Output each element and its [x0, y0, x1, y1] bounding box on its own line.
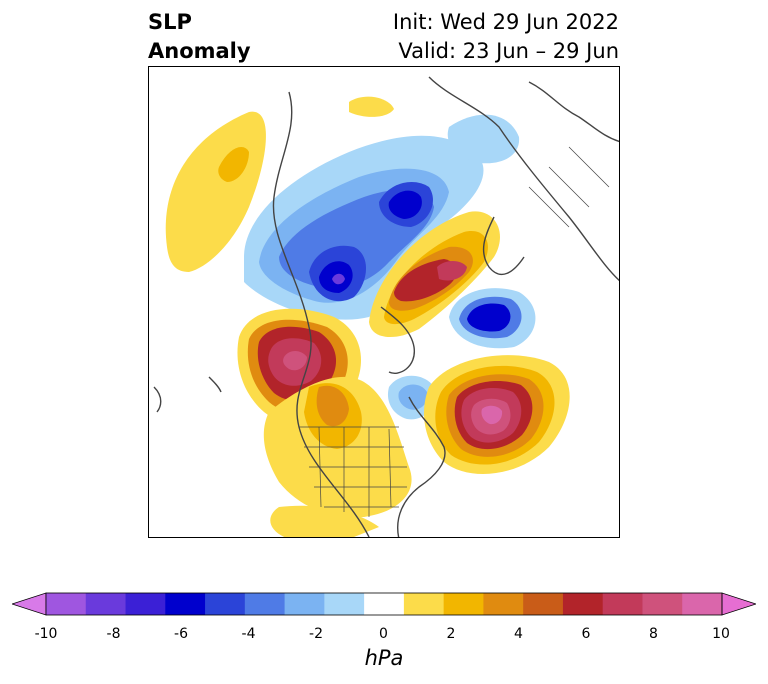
colorbar-segment [562, 593, 604, 615]
colorbar-segment [244, 593, 286, 615]
colorbar-unit-label: hPa [364, 646, 404, 670]
colorbar-segment [364, 593, 405, 615]
title-line2: Anomaly [148, 39, 251, 63]
anomaly-europe-negative [449, 288, 536, 349]
colorbar-segment [483, 593, 524, 615]
anomaly-central-positive [369, 211, 500, 338]
anomaly-arctic-negative [244, 135, 484, 320]
valid-range: Valid: 23 Jun – 29 Jun [398, 39, 619, 63]
colorbar-tick: 0 [379, 626, 388, 642]
anomaly-small-positive [349, 96, 394, 117]
colorbar-tick: 2 [446, 626, 456, 642]
colorbar [12, 592, 756, 616]
colorbar-segment [85, 593, 127, 615]
colorbar-segment [642, 593, 683, 615]
colorbar-tick: 6 [581, 626, 591, 642]
colorbar-tick: -8 [106, 626, 121, 642]
colorbar-segment [403, 593, 445, 615]
map-panel [148, 66, 620, 538]
colorbar-tick: -10 [34, 626, 58, 642]
init-date: Init: Wed 29 Jun 2022 [392, 10, 619, 34]
colorbar-segment [682, 593, 723, 615]
colorbar-segment [324, 593, 365, 615]
colorbar-segment [602, 593, 643, 615]
colorbar-segment [165, 593, 206, 615]
colorbar-extend-min [12, 592, 47, 616]
anomaly-atlantic-positive [424, 355, 570, 474]
colorbar-tick: 10 [712, 626, 730, 642]
colorbar-tick: -2 [309, 626, 323, 642]
colorbar-segment [125, 593, 166, 615]
slp-anomaly-map [153, 76, 619, 537]
colorbar-tick: 4 [514, 626, 523, 642]
title-line1: SLP [148, 10, 192, 34]
anomaly-siberia-negative [447, 114, 520, 164]
colorbar-tick: -6 [174, 626, 188, 642]
colorbar-extend-max [721, 592, 756, 616]
colorbar-segment [443, 593, 484, 615]
anomaly-pacific-positive [165, 111, 266, 272]
colorbar-segment [284, 593, 325, 615]
colorbar-segment [205, 593, 246, 615]
colorbar-tick: 8 [649, 626, 658, 642]
title-left: SLP Anomaly [148, 8, 251, 66]
state-borders [299, 146, 610, 517]
colorbar-segment [46, 593, 87, 615]
colorbar-border [45, 592, 723, 616]
title-right: Init: Wed 29 Jun 2022 Valid: 23 Jun – 29… [393, 8, 619, 66]
anomaly-hudson-negative-core [398, 384, 428, 410]
colorbar-tick: -4 [241, 626, 256, 642]
coastlines [153, 76, 619, 537]
colorbar-segment [523, 593, 564, 615]
